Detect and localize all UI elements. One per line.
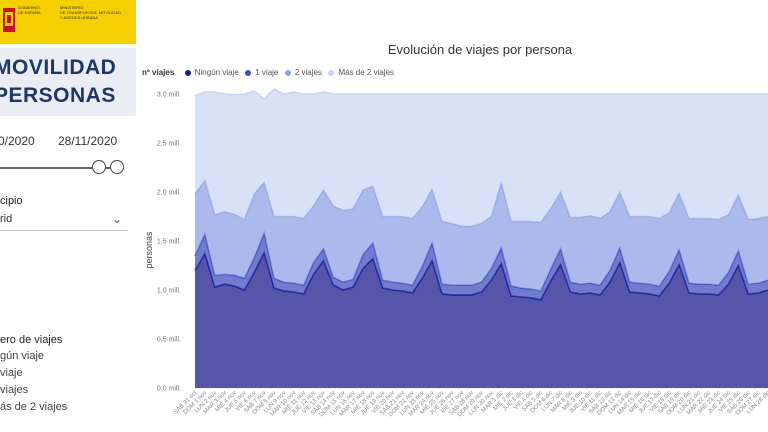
y-tick-label-2: 1,0 mill. [157,288,181,295]
area-2-viajes[interactable] [195,180,768,291]
legend-label-mas-de-2-viajes[interactable]: Más de 2 viajes [338,68,395,78]
legend-label-ningun-viaje[interactable]: Ningún viaje [194,68,239,78]
chart-legend: nº viajes Ningún viaje 1 viaje 2 viajes … [142,68,394,80]
trips-legend-item-one[interactable]: viaje [0,367,23,379]
sidebar: GOBIERNO DE ESPAÑA MINISTERIO DE TRANSPO… [0,0,140,432]
legend-dot-1-viaje [245,69,252,76]
legend-label-2-viajes[interactable]: 2 viajes [294,68,322,78]
legend-dot-ningun-viaje [184,69,191,76]
legend-dot-mas-de-2-viajes [328,69,335,76]
y-tick-label-4: 2,0 mill. [157,190,181,197]
date-slider-handle-start[interactable] [92,160,106,174]
y-tick-label-6: 3,0 mill. [157,92,181,99]
app-title: MOVILIDAD PERSONAS [0,48,136,116]
stacked-area-chart: 0,0 mill. 0,5 mill. 1,0 mill. 1,5 mill. 2,0 … [144,88,768,418]
date-start[interactable]: 0/2020 [0,134,35,148]
trips-legend-title: ero de viajes [0,334,63,346]
ministry-line-1: MINISTERIO [60,5,84,10]
app-title-line-1: MOVILIDAD [0,56,117,79]
y-tick-label-3: 1,5 mill. [157,239,181,246]
legend-label-1-viaje[interactable]: 1 viaje [255,68,279,78]
area-mas-de-2-viajes[interactable] [195,89,768,227]
coat-of-arms-icon [3,8,15,32]
chevron-down-icon[interactable]: ⌄ [111,212,122,226]
chart-legend-title: nº viajes [142,68,175,78]
legend-dot-2-viajes [284,69,291,76]
app-title-line-2: PERSONAS [0,84,116,107]
government-banner: GOBIERNO DE ESPAÑA MINISTERIO DE TRANSPO… [0,0,136,44]
area-1-viaje[interactable] [195,233,768,300]
municipality-dropdown-value: rid [0,213,13,225]
line-mas-de-2-viajes [194,88,768,100]
trips-legend-item-more[interactable]: ás de 2 viajes [0,401,68,413]
ministry-line-2: DE TRANSPORTES, MOVILIDAD [60,10,121,15]
y-tick-label-5: 2,5 mill. [157,141,181,148]
gov-line-2: DE ESPAÑA [18,10,41,15]
y-tick-label-1: 0,5 mill. [157,337,181,344]
chart-title: Evolución de viajes por persona [387,42,573,57]
trips-legend-item-none[interactable]: gún viaje [0,350,45,362]
ministry-line-3: Y AGENDA URBANA [60,15,98,20]
gov-line-1: GOBIERNO [18,5,40,10]
municipality-filter-label: cipio [0,195,23,207]
date-slider-handle-end[interactable] [110,160,124,174]
y-axis-ticks: 0,0 mill. 0,5 mill. 1,0 mill. 1,5 mill. 2,0 … [157,92,181,393]
trips-legend-item-two[interactable]: viajes [0,384,29,396]
area-ningun-viaje[interactable] [195,252,768,388]
y-tick-label-0: 0,0 mill. [157,386,181,393]
municipality-dropdown[interactable]: rid ⌄ [0,210,128,231]
date-end[interactable]: 28/11/2020 [58,134,118,148]
area-series [194,88,768,388]
date-slider-track[interactable] [0,167,110,169]
y-axis-label: personas [144,231,154,269]
